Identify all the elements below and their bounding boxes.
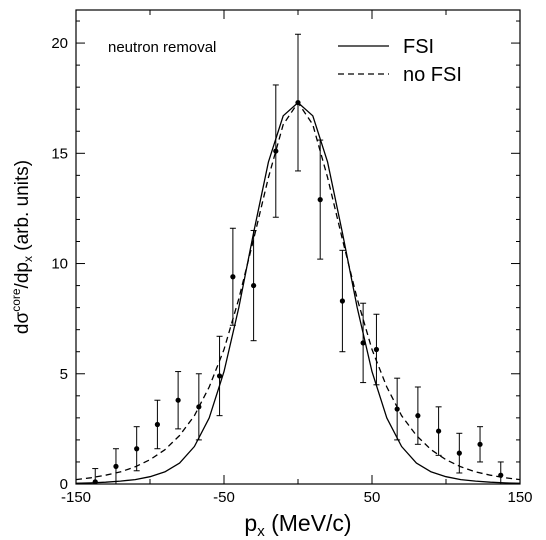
- x-tick-label: -50: [213, 489, 235, 506]
- data-point: [134, 446, 140, 452]
- data-point: [317, 197, 323, 203]
- y-tick-label: 20: [51, 35, 68, 52]
- legend-label-no-fsi: no FSI: [403, 64, 462, 86]
- data-point: [394, 406, 400, 412]
- y-tick-label: 10: [51, 256, 68, 273]
- y-axis-title-c: (arb. units): [12, 160, 33, 256]
- legend: FSI no FSI: [338, 36, 462, 86]
- data-point: [251, 282, 257, 289]
- data-points: [92, 33, 504, 485]
- data-point: [216, 373, 223, 379]
- data-point: [295, 99, 301, 106]
- data-point: [436, 428, 442, 434]
- legend-label-fsi: FSI: [403, 36, 434, 58]
- x-axis-title-main: p: [244, 510, 257, 536]
- data-point: [154, 421, 160, 428]
- y-axis-title-sub: x: [21, 256, 35, 262]
- x-tick-label: -150: [61, 489, 91, 506]
- y-axis-title-b: /dp: [12, 262, 33, 288]
- axes-ticks: [75, 10, 521, 485]
- x-tick-label: 150: [507, 489, 532, 506]
- tick-labels: -150 -50 50 150 0 5 10 15 20: [51, 35, 532, 506]
- data-point: [373, 346, 380, 353]
- data-point: [477, 441, 483, 447]
- data-point: [230, 274, 236, 280]
- data-point: [196, 404, 202, 410]
- annotation-text: neutron removal: [108, 39, 216, 56]
- y-axis-title-sup: core: [9, 288, 23, 312]
- data-point: [273, 148, 279, 154]
- x-axis-title: px (MeV/c): [244, 510, 351, 540]
- y-tick-label: 0: [60, 476, 68, 493]
- x-axis-title-rest: (MeV/c): [265, 510, 352, 536]
- data-point: [92, 479, 98, 485]
- x-axis-title-sub: x: [257, 523, 265, 540]
- data-point: [415, 413, 421, 419]
- data-point: [360, 340, 366, 346]
- data-point: [498, 472, 504, 478]
- data-point: [175, 397, 181, 403]
- x-tick-label: 50: [364, 489, 381, 506]
- y-tick-label: 15: [51, 145, 68, 162]
- y-axis-title-a: dσ: [12, 312, 33, 335]
- data-point: [456, 450, 462, 456]
- data-point: [113, 463, 119, 469]
- y-axis-title: dσcore/dpx (arb. units): [9, 160, 35, 334]
- data-point: [339, 298, 345, 304]
- y-tick-label: 5: [60, 366, 68, 383]
